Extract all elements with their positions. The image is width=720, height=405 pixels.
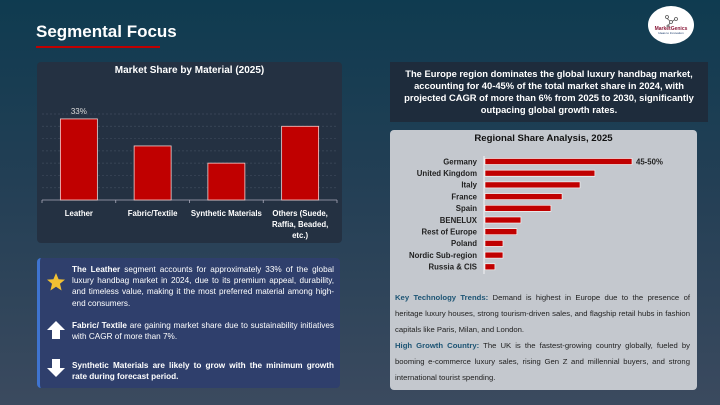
insight-bold: The Leather xyxy=(72,265,121,274)
notes: Key Technology Trends: Demand is highest… xyxy=(395,290,690,386)
insight-fabric: Fabric/ Textile are gaining market share… xyxy=(72,320,334,342)
material-chart-panel: Market Share by Material (2025) 33% Leath… xyxy=(37,62,342,243)
insights-panel: The Leather segment accounts for approxi… xyxy=(37,258,340,388)
y-tick-label: United Kingdom xyxy=(417,169,477,178)
arrow-up-icon xyxy=(47,321,65,339)
logo-text: MarketGenics xyxy=(654,25,688,32)
title-underline xyxy=(36,46,160,48)
network-icon xyxy=(665,14,678,27)
y-tick-label: Spain xyxy=(456,204,477,213)
bar-3 xyxy=(484,193,563,200)
regional-chart-title: Regional Share Analysis, 2025 xyxy=(474,133,613,144)
data-label: 45-50% xyxy=(636,157,663,166)
bar-5 xyxy=(484,216,522,224)
y-tick-label: Russia & CIS xyxy=(428,263,477,272)
note-text: The UK is the fastest-growing country gl… xyxy=(395,341,690,382)
y-tick-label: Rest of Europe xyxy=(422,228,478,237)
x-tick-label: Raffia, Beaded, xyxy=(272,220,328,229)
insight-bold: Fabric/ Textile xyxy=(72,321,127,330)
regional-panel: Regional Share Analysis, 2025 Germany 45-… xyxy=(390,130,697,390)
note-text: Demand is highest in Europe due to the p… xyxy=(395,293,690,334)
bar-7 xyxy=(484,240,504,247)
bar-0 xyxy=(484,158,633,165)
note-tech-trends: Key Technology Trends: Demand is highest… xyxy=(395,290,690,338)
summary-box: The Europe region dominates the global l… xyxy=(390,62,708,122)
y-tick-label: BENELUX xyxy=(440,216,478,225)
arrow-down-icon xyxy=(47,359,65,377)
bar-2 xyxy=(207,162,246,201)
note-high-growth: High Growth Country: The UK is the faste… xyxy=(395,338,690,386)
y-tick-label: France xyxy=(451,192,477,201)
regional-bar-chart: Germany 45-50% United Kingdom Italy France Sp… xyxy=(409,156,663,274)
y-tick-label: Poland xyxy=(451,239,477,248)
bar-2 xyxy=(484,181,581,189)
company-logo: MarketGenics Ideas to Innovation xyxy=(648,6,694,44)
bar-4 xyxy=(484,205,552,212)
bar-0 xyxy=(59,118,98,201)
insight-leather: The Leather segment accounts for approxi… xyxy=(72,264,334,309)
bar-8 xyxy=(484,251,504,259)
material-bar-chart: 33% Leather Fabric/Textile Synthetic Materi… xyxy=(41,107,338,240)
x-tick-label: Fabric/Textile xyxy=(128,209,178,218)
chart-title: Market Share by Material (2025) xyxy=(114,65,265,76)
x-tick-label: Leather xyxy=(65,209,93,218)
x-tick-label: Others (Suede, xyxy=(272,209,327,218)
bar-9 xyxy=(484,263,496,271)
y-tick-label: Germany xyxy=(443,157,477,166)
insight-synthetic: Synthetic Materials are likely to grow w… xyxy=(72,360,334,382)
note-label: Key Technology Trends: xyxy=(395,293,489,302)
bar-3 xyxy=(281,125,320,201)
bar-6 xyxy=(484,228,518,235)
x-tick-label: etc.) xyxy=(292,231,308,240)
insight-text: are gaining market share due to sustaina… xyxy=(72,321,335,342)
insight-text: segment accounts for approximately 33% o… xyxy=(72,265,334,308)
bar-1 xyxy=(133,145,172,201)
note-label: High Growth Country: xyxy=(395,341,480,350)
page-title: Segmental Focus xyxy=(36,22,177,41)
logo-tagline: Ideas to Innovation xyxy=(658,30,684,35)
bar-1 xyxy=(484,169,596,177)
y-tick-label: Italy xyxy=(461,181,477,190)
star-icon xyxy=(47,273,65,291)
x-tick-label: Synthetic Materials xyxy=(191,209,263,218)
summary-text: The Europe region dominates the global l… xyxy=(404,68,694,115)
data-label: 33% xyxy=(71,107,87,116)
insight-bold: Synthetic Materials are likely to grow w… xyxy=(72,361,334,382)
y-tick-label: Nordic Sub-region xyxy=(409,251,477,260)
